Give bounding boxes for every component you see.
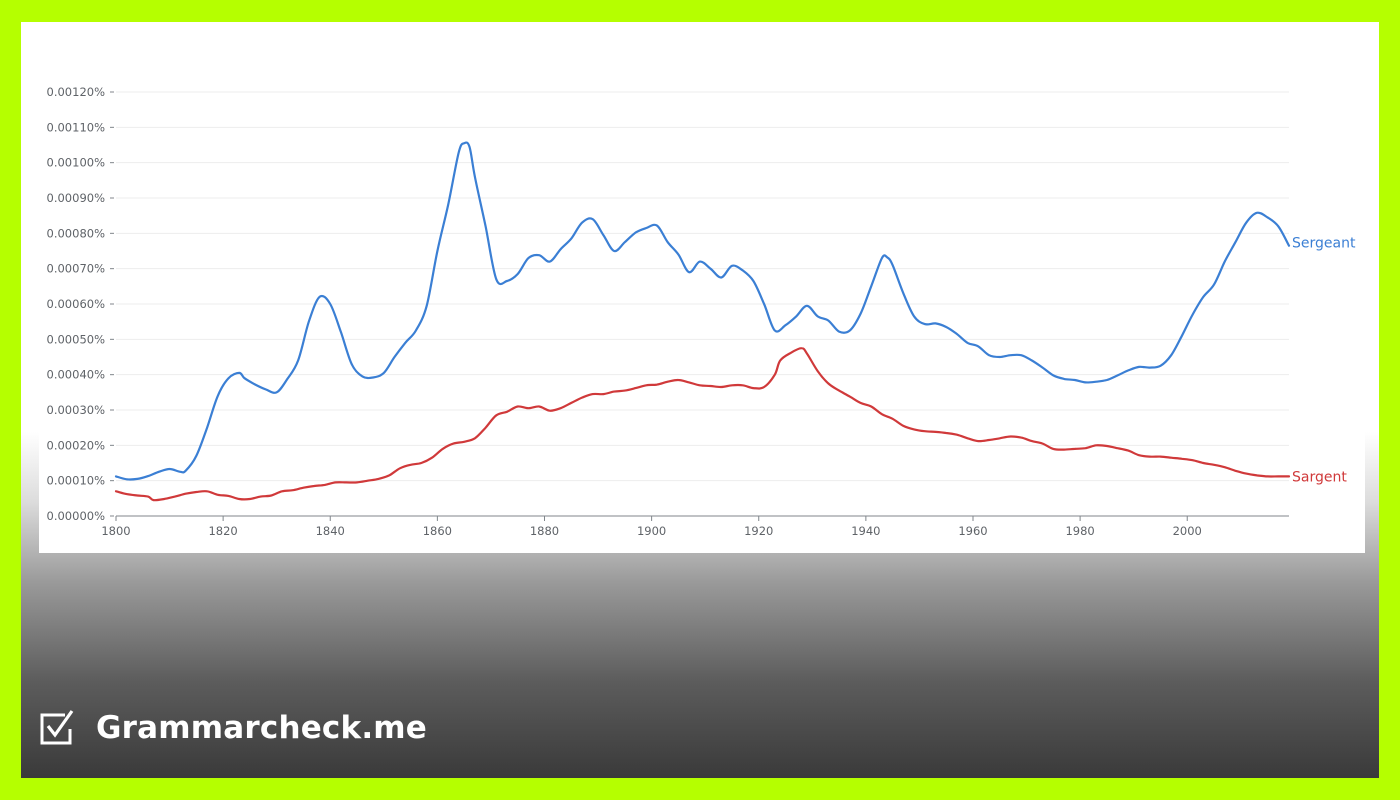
- x-tick-label: 1920: [744, 524, 773, 538]
- series-label-sergeant: Sergeant: [1292, 236, 1356, 252]
- image-frame: 0.00000% 0.00010% 0.00020% 0.00030% 0.00040%…: [21, 22, 1379, 778]
- y-tick-label: 0.00010%: [47, 474, 106, 488]
- y-tick-label: 0.00110%: [47, 120, 106, 134]
- ngram-line-chart: 0.00000% 0.00010% 0.00020% 0.00030% 0.00040%…: [47, 85, 1356, 538]
- y-tick-label: 0.00070%: [47, 262, 106, 276]
- y-tick-label: 0.00000%: [47, 509, 106, 523]
- y-tick-label: 0.00100%: [47, 156, 106, 170]
- x-tick-label: 1800: [101, 524, 130, 538]
- y-tick-label: 0.00020%: [47, 438, 106, 452]
- grid-lines: [116, 91, 1289, 482]
- series-line-sargent: [114, 347, 1291, 502]
- y-tick-label: 0.00060%: [47, 297, 106, 311]
- x-tick-label: 1820: [208, 524, 237, 538]
- series-labels: Sergeant Sargent: [1292, 236, 1356, 486]
- y-tick-label: 0.00050%: [47, 332, 106, 346]
- y-tick-label: 0.00090%: [47, 191, 106, 205]
- x-tick-label: 1940: [851, 524, 880, 538]
- y-tick-label: 0.00040%: [47, 368, 106, 382]
- checkbox-check-icon: [40, 710, 74, 745]
- series-lines: [114, 141, 1291, 502]
- x-tick-label: 1860: [423, 524, 452, 538]
- x-tick-label: 1840: [316, 524, 345, 538]
- chart-panel: 0.00000% 0.00010% 0.00020% 0.00030% 0.00040%…: [39, 22, 1365, 553]
- series-line-sergeant: [114, 141, 1291, 481]
- brand-watermark: Grammarcheck.me: [38, 708, 427, 748]
- series-label-sargent: Sargent: [1292, 469, 1347, 485]
- brand-name: Grammarcheck.me: [96, 710, 428, 746]
- y-tick-label: 0.00030%: [47, 403, 106, 417]
- x-tick-label: 2000: [1173, 524, 1202, 538]
- x-tick-label: 1960: [958, 524, 987, 538]
- x-tick-label: 1900: [637, 524, 666, 538]
- x-axis-ticks: 1800 1820 1840 1860 1880 1900 1920 1940 1960 1980…: [101, 515, 1289, 538]
- x-tick-label: 1880: [530, 524, 559, 538]
- x-tick-label: 1980: [1065, 524, 1094, 538]
- y-tick-label: 0.00120%: [47, 85, 106, 99]
- y-axis-ticks: 0.00000% 0.00010% 0.00020% 0.00030% 0.00040%…: [47, 85, 114, 523]
- y-tick-label: 0.00080%: [47, 226, 106, 240]
